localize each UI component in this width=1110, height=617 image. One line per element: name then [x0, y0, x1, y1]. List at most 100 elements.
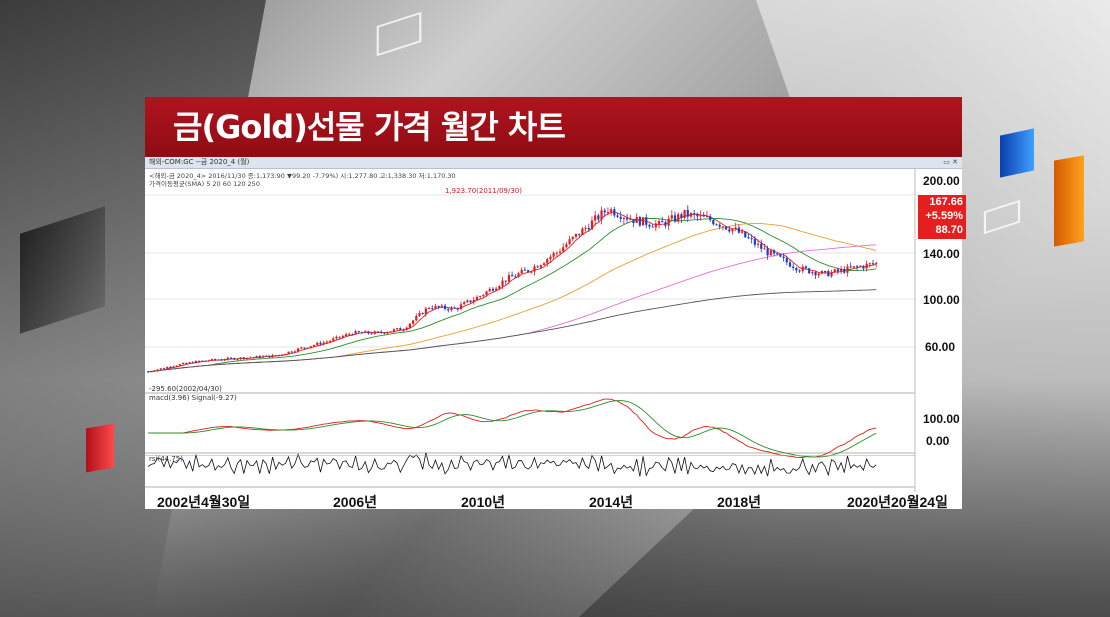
candle-body [207, 360, 210, 362]
candle-body [530, 271, 533, 273]
candle-body [667, 218, 670, 226]
y-tick-100: 100.00 [923, 293, 960, 307]
candle-body [166, 366, 169, 369]
candle-body [613, 209, 616, 216]
candle-body [865, 263, 868, 269]
moving-average-lines [147, 211, 877, 373]
moving-average-legend: 가격이동평균(SMA) 5 20 60 120 250 [149, 180, 260, 188]
candle-body [750, 238, 753, 240]
candle-body [558, 251, 562, 253]
window-buttons[interactable]: ▭ ✕ [943, 158, 958, 166]
candle-body [284, 353, 287, 355]
candle-body [258, 356, 261, 358]
candle-body [469, 300, 472, 303]
candle-body [756, 243, 760, 245]
candle-body [198, 360, 201, 362]
candle-body [808, 268, 811, 274]
decor-red-cube [86, 423, 114, 473]
macd-tick-0: 0.00 [926, 434, 950, 448]
candle-body [769, 250, 772, 256]
candle-body [399, 328, 402, 331]
candle-body [568, 239, 571, 245]
trough-label: -295.60(2002/04/30) [149, 385, 222, 393]
candle-body [156, 369, 159, 371]
decor-orange-cube [1054, 155, 1084, 247]
candle-body [252, 357, 255, 359]
candle-body [453, 307, 456, 309]
candle-body [645, 217, 648, 225]
candle-body [223, 359, 226, 361]
candlesticks [146, 205, 878, 373]
candle-body [578, 233, 581, 236]
candle-body [587, 227, 590, 230]
candle-body [852, 266, 855, 268]
candle-body [396, 328, 399, 330]
candle-body [763, 248, 766, 250]
candle-body [517, 273, 520, 277]
candle-body [875, 262, 878, 264]
candle-body [162, 368, 166, 370]
candle-body [686, 209, 689, 217]
candle-body [625, 217, 629, 220]
candle-body [440, 305, 443, 308]
candle-body [498, 286, 501, 289]
candle-body [402, 329, 405, 331]
candle-body [213, 359, 217, 361]
candle-body [699, 215, 702, 217]
candle-body [689, 213, 693, 217]
candle-body [383, 332, 386, 334]
candle-body [661, 221, 664, 223]
candle-body [293, 351, 297, 353]
candle-body [705, 216, 709, 218]
candle-body [693, 213, 696, 215]
ma-line [147, 222, 877, 373]
candle-body [747, 237, 750, 239]
candle-body [654, 223, 657, 228]
x-label-0: 2002년4월30일 [157, 494, 251, 510]
candle-body [424, 308, 427, 315]
candle-body [709, 216, 712, 220]
candle-body [325, 341, 328, 343]
candle-body [843, 268, 846, 273]
candle-body [546, 259, 549, 264]
candle-body [632, 219, 635, 224]
candle-body [242, 357, 245, 359]
candle-body [511, 275, 514, 277]
candle-body [415, 315, 418, 321]
candle-body [194, 360, 198, 364]
candle-body [721, 226, 725, 228]
badge-change: +5.59% [925, 210, 963, 222]
macd-tick-100: 100.00 [923, 412, 960, 426]
candle-body [255, 356, 258, 358]
y-tick-140: 140.00 [923, 247, 960, 261]
candle-body [507, 275, 511, 282]
candle-body [788, 262, 792, 267]
candle-body [565, 244, 568, 248]
headline-title: 금(Gold)선물 가격 월간 차트 [145, 97, 962, 157]
candle-body [670, 215, 673, 219]
candle-body [734, 227, 737, 230]
candle-body [364, 331, 367, 333]
candle-body [677, 214, 680, 222]
rsi-panel [145, 452, 915, 477]
candle-body [373, 331, 376, 334]
candle-body [715, 224, 718, 226]
candle-body [782, 256, 785, 259]
candle-body [549, 256, 552, 260]
candle-body [204, 360, 207, 362]
macd-line [148, 398, 877, 459]
candle-body [798, 270, 801, 272]
decor-outline-box [376, 11, 422, 57]
candle-body [312, 345, 316, 347]
candle-body [220, 359, 223, 361]
candle-body [833, 269, 836, 273]
chart-panel: 해외-COM:GC --금 2020_4 (월) ▭ ✕ <해외-금 2020_… [145, 157, 966, 510]
candle-body [776, 253, 779, 255]
candle-body [172, 366, 175, 368]
candle-body [479, 296, 482, 298]
candle-body [332, 338, 335, 341]
candle-body [520, 269, 523, 274]
candle-body [182, 362, 185, 365]
candle-body [341, 335, 344, 338]
candle-body [804, 266, 808, 269]
